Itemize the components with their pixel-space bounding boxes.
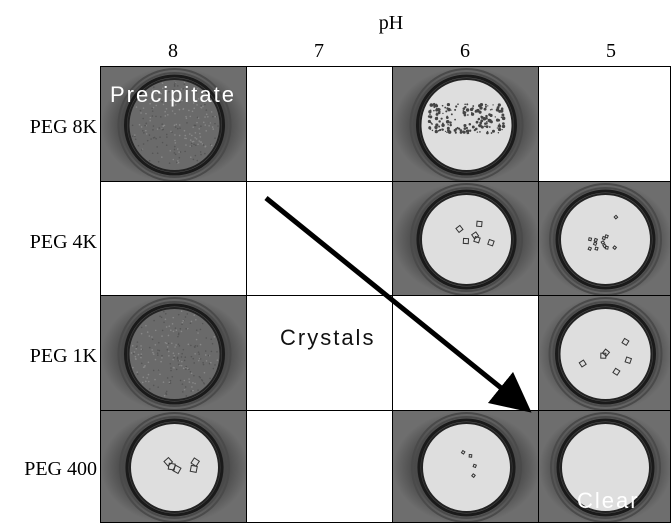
well-cell-r2-c3 [538,295,671,411]
well-cell-r1-c0 [100,181,247,296]
well-image [539,296,670,410]
clear-annotation: Clear [577,488,640,513]
row-label-peg-400: PEG 400 [24,458,97,480]
col-label-ph-6: 6 [460,40,470,62]
precipitate-annotation: Precipitate [110,82,236,107]
axis-title: pH [378,12,404,34]
well-image [393,182,538,295]
well-cell-r1-c3 [538,181,671,296]
well-cell-r3-c3 [538,410,671,523]
well-image [393,411,538,522]
crystals-annotation: Crystals [280,325,376,350]
well-cell-r2-c1 [246,295,393,411]
well-image [101,296,246,410]
col-label-ph-5: 5 [606,40,616,62]
well-cell-r3-c1 [246,410,393,523]
row-label-peg-4k: PEG 4K [29,231,97,253]
well-cell-r1-c2 [392,181,539,296]
screening-grid [100,66,671,523]
well-cell-r2-c0 [100,295,247,411]
well-cell-r3-c0 [100,410,247,523]
well-image [539,182,670,295]
row-label-peg-1k: PEG 1K [29,345,97,367]
well-cell-r0-c1 [246,66,393,182]
well-cell-r2-c2 [392,295,539,411]
well-image [393,67,538,181]
col-label-ph-7: 7 [314,40,324,62]
col-label-ph-8: 8 [168,40,178,62]
well-image [101,411,246,522]
well-cell-r0-c0 [100,66,247,182]
row-label-peg-8k: PEG 8K [29,116,97,138]
well-image [101,67,246,181]
well-cell-r0-c3 [538,66,671,182]
well-cell-r1-c1 [246,181,393,296]
well-cell-r0-c2 [392,66,539,182]
well-cell-r3-c2 [392,410,539,523]
well-image [539,411,670,522]
